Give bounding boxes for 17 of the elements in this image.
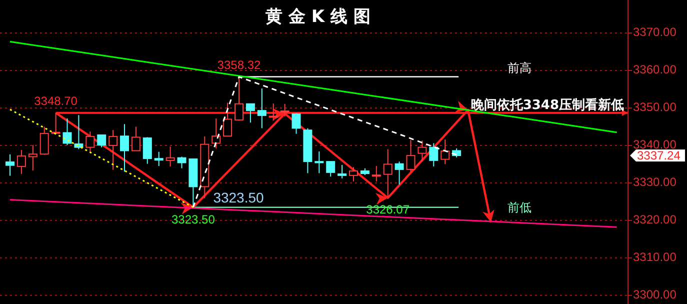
- annotation: 3348.70: [34, 94, 78, 108]
- ref-line-label: 晚间依托3348压制看新低: [470, 96, 624, 113]
- text: 3337.24: [637, 148, 681, 163]
- ref-line-label: 前高: [508, 60, 532, 75]
- y-tick-label: 3310.00: [633, 250, 677, 264]
- y-tick-label: 3350.00: [633, 100, 677, 114]
- y-tick-label: 3320.00: [633, 212, 677, 226]
- annotation: 3323.50: [213, 189, 264, 206]
- annotation: 3323.50: [172, 212, 216, 226]
- y-tick-label: 3300.00: [633, 287, 677, 302]
- y-tick-label: 3330.00: [633, 174, 677, 189]
- y-tick-label: 3360.00: [633, 62, 677, 76]
- ref-line-label: 前低: [508, 200, 532, 214]
- y-tick-label: 3340.00: [633, 137, 677, 152]
- y-tick-label: 3370.00: [633, 24, 677, 39]
- text: 黄 金 K 线 图: [264, 7, 370, 27]
- annotation: 3358.32: [217, 58, 262, 72]
